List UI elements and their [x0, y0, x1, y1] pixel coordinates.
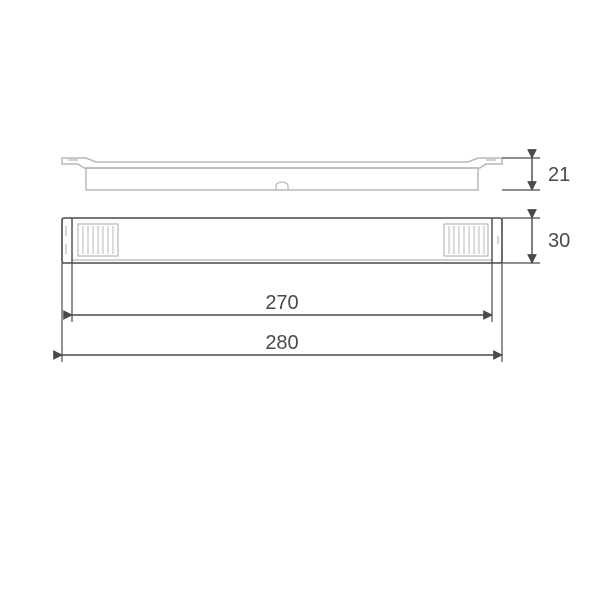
connector-left — [78, 224, 118, 256]
side-view — [62, 158, 502, 190]
dim-length-inner: 270 — [265, 292, 298, 314]
front-view — [62, 218, 502, 263]
connector-right — [444, 224, 488, 256]
drawing-canvas: 21 — [0, 0, 600, 600]
dim-height-side-top: 21 — [548, 164, 570, 186]
dim-height-front: 30 — [548, 230, 570, 252]
dim-length-outer: 280 — [265, 332, 298, 354]
